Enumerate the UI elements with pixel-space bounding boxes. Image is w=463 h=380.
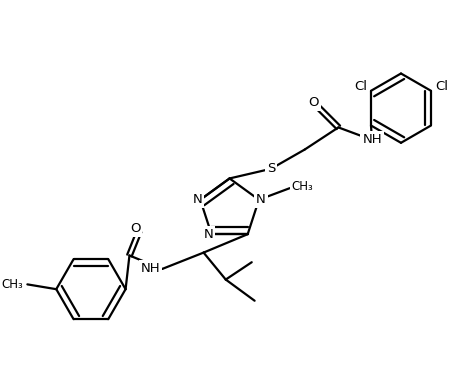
Text: CH₃: CH₃ <box>2 278 24 291</box>
Text: NH: NH <box>140 263 160 276</box>
Text: N: N <box>192 193 202 206</box>
Text: S: S <box>266 162 275 175</box>
Text: Cl: Cl <box>434 81 447 93</box>
Text: N: N <box>203 228 213 241</box>
Text: CH₃: CH₃ <box>291 180 313 193</box>
Text: N: N <box>256 193 265 206</box>
Text: O: O <box>130 222 140 235</box>
Text: NH: NH <box>362 133 381 146</box>
Text: Cl: Cl <box>353 81 366 93</box>
Text: O: O <box>307 96 318 109</box>
